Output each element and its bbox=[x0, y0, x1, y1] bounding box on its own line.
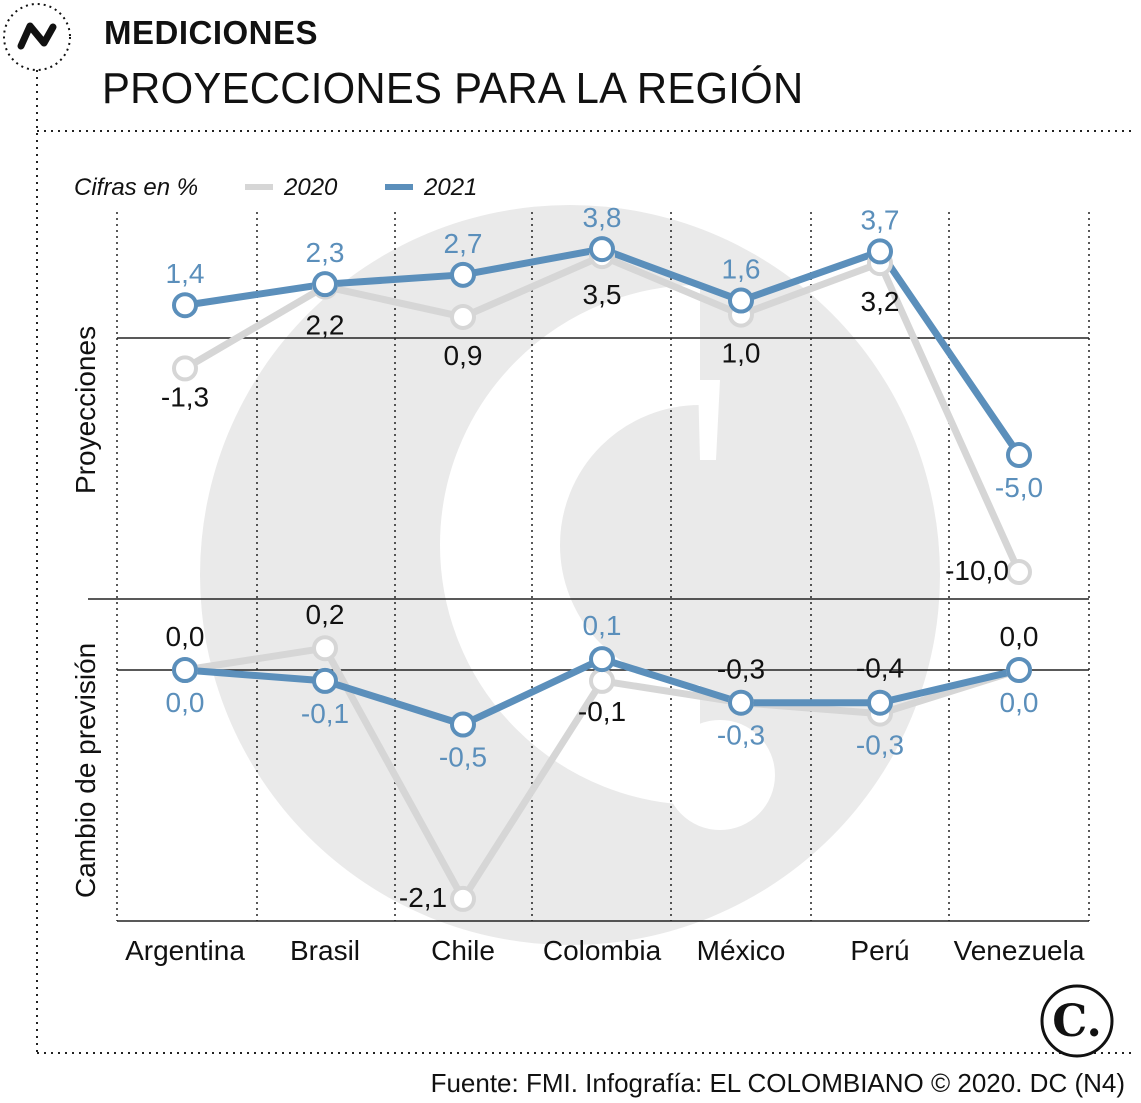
source-credit: Fuente: FMI. Infografía: EL COLOMBIANO ©… bbox=[430, 1068, 1125, 1098]
trend-line-icon bbox=[3, 3, 71, 71]
legend-units: Cifras en % bbox=[74, 174, 199, 201]
data-label-2021: 2,3 bbox=[306, 237, 345, 268]
dotted-frame bbox=[36, 70, 1134, 1054]
data-label-2021: -0,1 bbox=[301, 698, 349, 729]
data-point-2021 bbox=[589, 646, 615, 673]
data-label-2021: 3,7 bbox=[861, 204, 900, 235]
data-label-2021: -0,3 bbox=[717, 720, 765, 751]
data-point-2020 bbox=[172, 355, 198, 382]
data-label-2021: 1,4 bbox=[166, 258, 205, 289]
data-point-2021 bbox=[1006, 442, 1032, 468]
data-point-2021 bbox=[172, 657, 198, 683]
data-labels: -1,3 2,2 0,9 3,5 1,0 3,2 -10,0 1,4 2,3 2,7 3,8 1,6 3… bbox=[161, 202, 1043, 913]
x-tick-label: Argentina bbox=[125, 935, 245, 966]
data-label-2020: 1,0 bbox=[722, 338, 761, 369]
x-tick-label: Chile bbox=[431, 935, 495, 966]
data-point-2020 bbox=[589, 667, 615, 694]
data-label-2020: -10,0 bbox=[945, 555, 1009, 586]
section-kicker: MEDICIONES bbox=[104, 14, 319, 51]
data-label-2020: 0,0 bbox=[1000, 621, 1039, 652]
data-point-2021 bbox=[450, 261, 476, 288]
page-title: PROYECCIONES PARA LA REGIÓN bbox=[102, 64, 804, 113]
data-label-2020: 3,2 bbox=[861, 286, 900, 317]
data-label-2021: 0,0 bbox=[166, 687, 205, 718]
data-label-2020: 0,9 bbox=[444, 340, 483, 371]
data-point-2021 bbox=[450, 711, 476, 738]
data-label-2020: 2,2 bbox=[306, 310, 345, 341]
logo-letter: C. bbox=[1052, 995, 1102, 1047]
data-point-2020 bbox=[1006, 559, 1032, 585]
data-label-2021: 0,1 bbox=[583, 610, 622, 641]
data-label-2020: -0,4 bbox=[856, 653, 904, 684]
data-label-2020: 3,5 bbox=[583, 279, 622, 310]
legend-label-2020: 2020 bbox=[284, 174, 338, 201]
data-label-2020: -2,1 bbox=[399, 882, 447, 913]
data-point-2021 bbox=[589, 236, 615, 263]
el-colombiano-logo bbox=[1040, 984, 1114, 1058]
data-point-2020 bbox=[450, 303, 476, 330]
data-point-2021 bbox=[728, 287, 754, 314]
data-point-2021 bbox=[172, 292, 198, 319]
data-point-2021 bbox=[867, 689, 893, 716]
data-point-2020 bbox=[450, 885, 476, 912]
data-label-2021: 0,0 bbox=[1000, 687, 1039, 718]
data-point-2021 bbox=[312, 667, 338, 694]
x-tick-label: Venezuela bbox=[953, 935, 1085, 966]
data-label-2021: 1,6 bbox=[722, 254, 761, 285]
data-point-2021 bbox=[312, 271, 338, 298]
data-label-2020: -0,3 bbox=[717, 654, 765, 685]
x-tick-label: México bbox=[696, 935, 786, 966]
data-label-2021: 2,7 bbox=[444, 228, 483, 259]
series-layer bbox=[172, 236, 1032, 912]
data-point-2021 bbox=[1006, 657, 1032, 683]
data-label-2021: -5,0 bbox=[995, 472, 1043, 503]
data-point-2020 bbox=[312, 635, 338, 662]
data-label-2021: -0,3 bbox=[856, 730, 904, 761]
legend-label-2021: 2021 bbox=[424, 174, 478, 201]
grid bbox=[88, 212, 1090, 922]
legend-swatch-2020 bbox=[245, 184, 273, 190]
data-point-2021 bbox=[728, 689, 754, 716]
data-label-2021: -0,5 bbox=[439, 742, 487, 773]
data-label-2020: -0,1 bbox=[578, 696, 626, 727]
x-tick-label: Brasil bbox=[289, 935, 361, 966]
x-tick-label: Perú bbox=[850, 935, 910, 966]
data-label-2020: 0,0 bbox=[166, 621, 205, 652]
data-label-2020: -1,3 bbox=[161, 381, 209, 412]
data-label-2020: 0,2 bbox=[306, 599, 345, 630]
panel-title-proyecciones: Proyecciones bbox=[70, 325, 101, 494]
data-point-2021 bbox=[867, 238, 893, 265]
data-label-2021: 3,8 bbox=[583, 202, 622, 233]
x-tick-label: Colombia bbox=[542, 935, 662, 966]
panel-title-cambio: Cambio de previsión bbox=[70, 642, 101, 898]
legend-swatch-2021 bbox=[385, 184, 413, 190]
